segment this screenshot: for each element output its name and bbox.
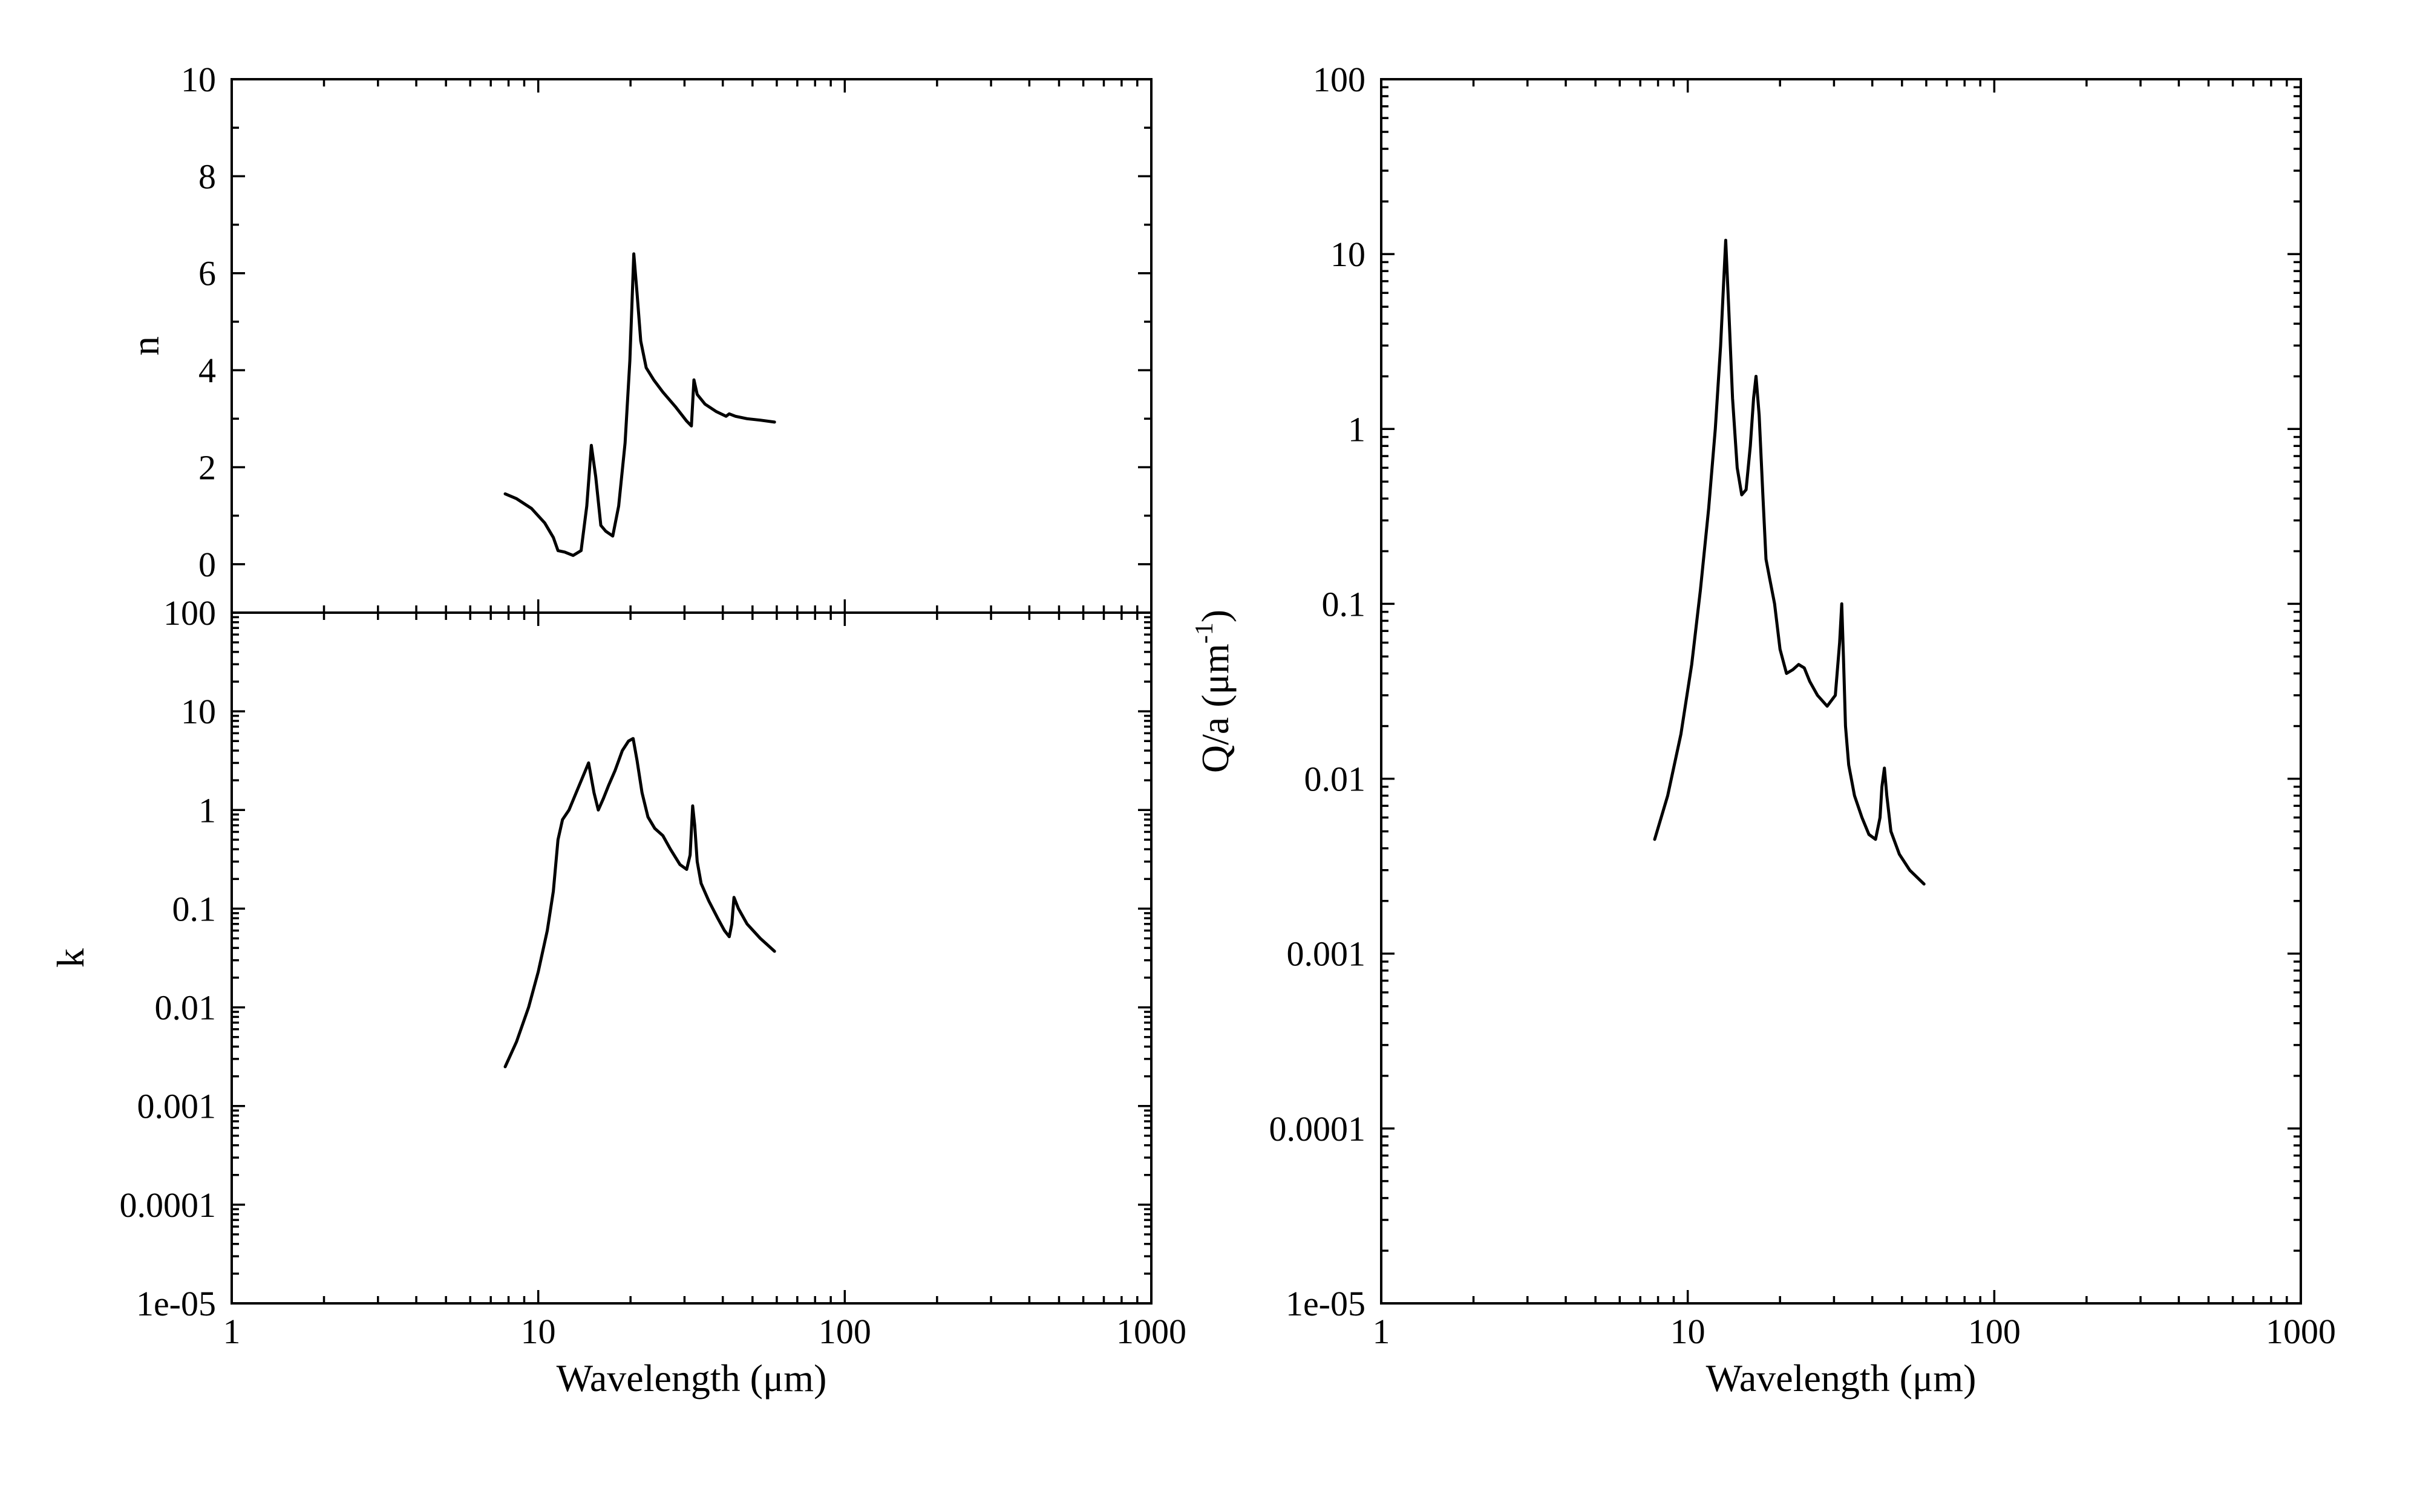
y-tick-label-n: 0 [198,545,216,584]
x-axis-title-k: Wavelength (μm) [557,1357,827,1400]
panel-n: 0 2 4 6 8 10 [181,60,1153,614]
y-tick-label-qa: 0.1 [1322,584,1366,624]
x-tick-label-k: 10 [521,1312,556,1351]
y-tick-label-k: 100 [163,593,216,633]
y-tick-label-qa: 100 [1313,60,1365,99]
data-curve-n [503,252,776,557]
y-tick-label-k: 0.0001 [120,1185,217,1225]
x-tick-label-qa: 10 [1670,1312,1705,1351]
y-tick-label-qa: 0.001 [1287,934,1366,974]
y-tick-label-k: 1e-05 [136,1284,216,1323]
data-curve-qa [1653,238,1926,886]
y-tick-label-qa: 1 [1348,409,1365,449]
y-axis-title-qa: Q/a (μm-1) [1191,610,1237,773]
y-tick-label-n: 10 [181,60,216,99]
panel-k: 1 10 100 1000 1e-05 0.0001 0.001 0.01 0.1 1 10 100 W… [120,593,1187,1400]
plot-frame-n [231,78,1153,614]
y-tick-label-qa: 10 [1330,235,1365,274]
x-tick-label-k: 1 [223,1312,241,1351]
y-tick-label-k: 0.001 [137,1087,217,1126]
x-tick-label-qa: 100 [1968,1312,2021,1351]
y-tick-label-n: 8 [198,157,216,196]
x-tick-label-k: 1000 [1116,1312,1186,1351]
y-axis-title-k: k [49,948,92,968]
y-tick-label-k: 10 [181,692,216,731]
y-tick-label-n: 4 [198,351,216,390]
x-tick-label-qa: 1 [1373,1312,1390,1351]
y-tick-label-qa: 0.01 [1304,760,1366,799]
y-tick-label-qa: 0.0001 [1269,1109,1366,1149]
y-axis-title-n: n [124,336,167,356]
panel-qa: 1 10 100 1000 1e-05 0.0001 0.001 0.01 0.1 1 10 100 W… [1269,60,2337,1400]
y-tick-label-k: 0.1 [172,889,217,928]
x-tick-label-k: 100 [819,1312,871,1351]
y-tick-label-k: 0.01 [155,988,217,1028]
y-tick-label-n: 6 [198,254,216,293]
y-tick-label-n: 2 [198,448,216,487]
y-tick-label-qa: 1e-05 [1286,1284,1365,1323]
y-tick-label-k: 1 [198,790,216,830]
x-tick-label-qa: 1000 [2266,1312,2336,1351]
data-curve-k [503,737,776,1069]
plot-frame-qa [1380,78,2302,1305]
plot-frame-k [231,611,1153,1305]
x-axis-title-qa: Wavelength (μm) [1706,1357,1977,1400]
